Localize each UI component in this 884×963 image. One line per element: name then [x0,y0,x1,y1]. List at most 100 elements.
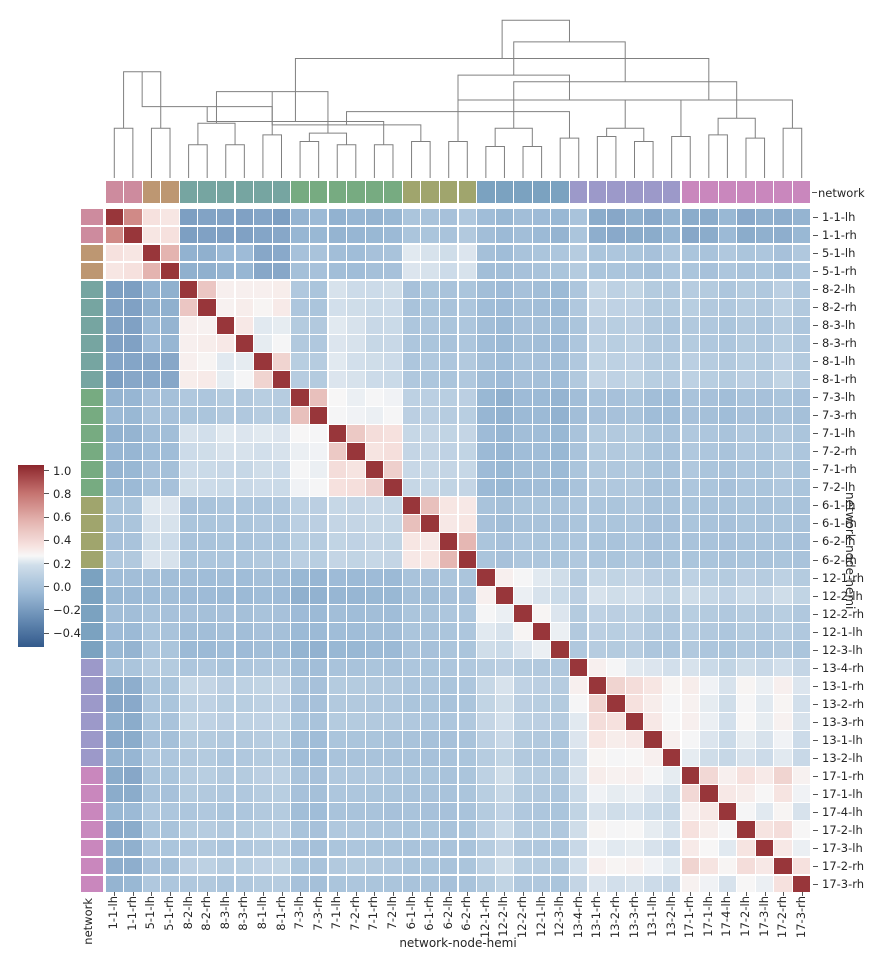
heatmap-cell [309,244,328,262]
heatmap-cell [793,713,811,731]
dendrogram-link [606,127,645,142]
heatmap-cell [105,551,123,568]
heatmap-cell [718,244,737,262]
heatmap-cell [532,731,551,749]
x-tick-label: 17-3-lh [756,896,771,937]
heatmap-cell [291,334,309,352]
heatmap-cell [384,478,402,496]
row-network-swatch [81,352,103,370]
heatmap-cell [440,875,458,893]
heatmap-cell [142,533,161,550]
y-tick-label-text: 17-2-lh [822,822,863,837]
colorbar-tick: 0.2 [44,557,88,571]
heatmap-cell [291,515,309,532]
heatmap-cell [179,677,198,695]
heatmap-cell [328,623,346,641]
heatmap-cell [254,280,272,298]
heatmap-cell [179,875,198,893]
heatmap-cell [198,623,216,641]
heatmap-cell [105,605,123,622]
dendrogram-link [634,140,654,178]
heatmap-cell [588,226,607,244]
heatmap-cell [514,767,532,785]
heatmap-cell [254,839,272,857]
heatmap-cell [495,623,514,641]
heatmap-cell [774,659,792,677]
heatmap-cell [272,857,291,875]
heatmap-cell [402,839,421,857]
heatmap-cell [700,677,718,695]
heatmap-cell [291,767,309,785]
heatmap-cell [551,623,569,641]
heatmap-cell [514,515,532,532]
column-network-swatch [142,181,161,203]
heatmap-cell [514,406,532,424]
heatmap-cell [365,406,384,424]
heatmap-cell [477,515,495,532]
heatmap-cell [477,587,495,604]
heatmap-cell [514,370,532,388]
heatmap-cell [402,262,421,280]
heatmap-cell [105,388,123,406]
heatmap-cell [421,298,439,316]
heatmap-cell [607,478,625,496]
heatmap-cell [365,803,384,821]
heatmap-cell [607,839,625,857]
heatmap-cell [681,370,699,388]
heatmap-cell [607,406,625,424]
heatmap-cell [793,533,811,550]
x-tick-label: 7-2-lh [384,896,399,930]
heatmap-cell [161,442,179,460]
x-tick-label: 13-3-rh [626,896,641,939]
y-tick-mark [813,541,818,543]
colorbar-tick-mark [44,563,49,565]
heatmap-cell [570,641,588,659]
heatmap-cell [254,352,272,370]
heatmap-cell [291,821,309,839]
heatmap-cell [198,442,216,460]
y-tick-label-text: 17-1-lh [822,786,863,801]
heatmap-cell [774,478,792,496]
heatmap-cell [179,478,198,496]
heatmap-cell [235,478,254,496]
x-tick-mark [485,892,487,896]
heatmap-cell [124,388,142,406]
x-tick-label: 17-2-lh [737,896,752,937]
heatmap-cell [644,298,662,316]
heatmap-cell [421,533,439,550]
heatmap-cell [793,551,811,568]
y-tick-label-text: 13-4-rh [822,660,865,675]
heatmap-cell [737,334,755,352]
heatmap-cell [291,352,309,370]
heatmap-cell [700,605,718,622]
heatmap-cell [774,713,792,731]
heatmap-cell [755,533,774,550]
heatmap-cell [700,587,718,604]
heatmap-cell [291,208,309,226]
heatmap-cell [328,749,346,767]
heatmap-cell [254,803,272,821]
heatmap-cell [662,803,681,821]
heatmap-cell [551,767,569,785]
heatmap-cell [440,497,458,514]
heatmap-cell [440,515,458,532]
x-tick-label: 13-2-lh [663,896,678,937]
x-tick-label: 7-1-lh [329,896,344,930]
heatmap-cell [700,424,718,442]
heatmap-cell [737,641,755,659]
heatmap-cell [755,641,774,659]
heatmap-cell [588,875,607,893]
heatmap-cell [793,460,811,478]
x-tick-mark [690,892,692,896]
heatmap-cell [124,641,142,659]
heatmap-cell [681,460,699,478]
y-tick-mark [813,721,818,723]
heatmap-cell [440,280,458,298]
heatmap-cell [309,767,328,785]
heatmap-cell [551,641,569,659]
heatmap-cell [551,478,569,496]
heatmap-cell [607,515,625,532]
y-tick-mark [813,757,818,759]
heatmap-cell [254,731,272,749]
heatmap-cell [179,262,198,280]
